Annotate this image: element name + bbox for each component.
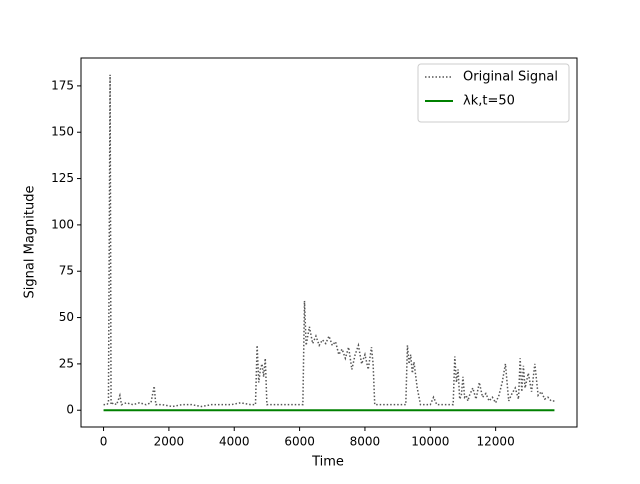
legend-label: Original Signal (463, 70, 558, 85)
x-tick-label: 8000 (350, 435, 381, 449)
y-tick-label: 125 (51, 171, 74, 185)
series-line (103, 74, 555, 408)
y-tick-label: 175 (51, 78, 74, 92)
y-tick-label: 0 (66, 403, 74, 417)
y-tick-label: 150 (51, 125, 74, 139)
y-tick-label: 75 (59, 264, 74, 278)
y-tick-label: 50 (59, 310, 74, 324)
y-axis-label: Signal Magnitude (23, 186, 38, 299)
y-tick-label: 25 (59, 356, 74, 370)
y-tick-label: 100 (51, 217, 74, 231)
plot-frame (80, 57, 578, 428)
x-tick-label: 2000 (154, 435, 185, 449)
x-tick-label: 4000 (219, 435, 250, 449)
x-axis-label: Time (311, 455, 344, 470)
x-tick-label: 6000 (284, 435, 315, 449)
legend-box (417, 63, 570, 123)
legend-label: λk,t=50 (463, 94, 515, 109)
x-tick-label: 0 (100, 435, 108, 449)
x-tick-label: 10000 (411, 435, 449, 449)
x-tick-label: 12000 (477, 435, 515, 449)
